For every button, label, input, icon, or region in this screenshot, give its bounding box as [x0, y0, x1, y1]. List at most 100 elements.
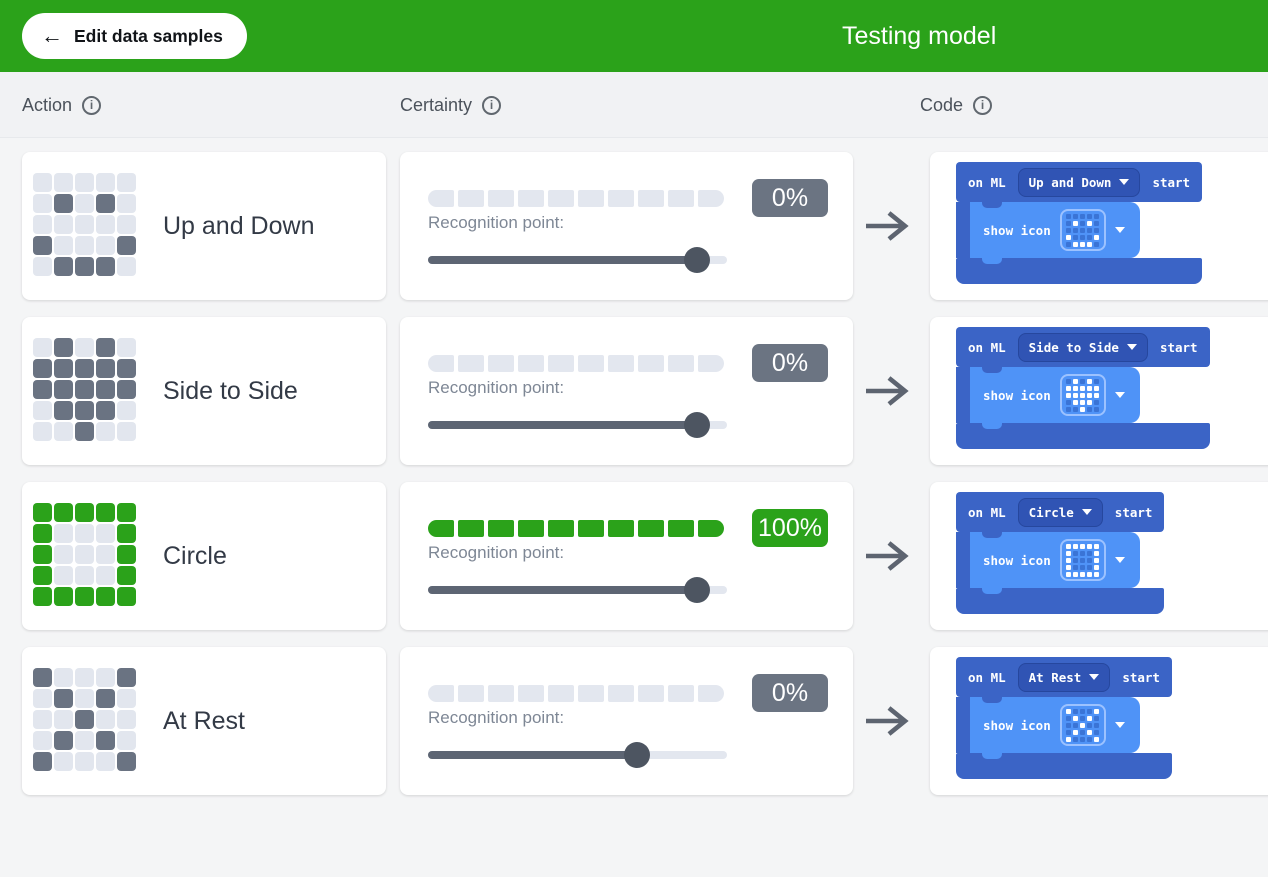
led-cell: [54, 731, 73, 750]
icon-field[interactable]: [1059, 374, 1106, 416]
show-icon-label: show icon: [983, 222, 1051, 238]
info-icon[interactable]: i: [973, 95, 993, 115]
arrow-right-icon: [866, 541, 909, 571]
icon-dot: [1073, 715, 1079, 721]
icon-preview-grid: [1066, 378, 1100, 412]
icon-field[interactable]: [1059, 539, 1106, 581]
action-dropdown[interactable]: Up and Down: [1017, 167, 1141, 197]
icon-dot: [1073, 571, 1079, 577]
icon-field[interactable]: [1059, 704, 1106, 746]
icon-dot: [1066, 220, 1072, 226]
icon-dot: [1073, 234, 1079, 240]
on-ml-start-block[interactable]: on ML Up and Down start: [956, 162, 1203, 202]
on-ml-start-block[interactable]: on ML At Rest start: [956, 657, 1172, 697]
icon-dot: [1094, 399, 1100, 405]
chevron-down-icon: [1114, 722, 1125, 728]
meter-segment: [668, 355, 694, 372]
icon-dot: [1073, 227, 1079, 233]
led-cell: [33, 545, 52, 564]
recognition-point-slider[interactable]: [428, 577, 727, 603]
led-cell: [54, 215, 73, 234]
action-name: At Rest: [163, 706, 245, 735]
slider-thumb[interactable]: [684, 577, 711, 603]
slider-thumb[interactable]: [624, 742, 651, 768]
led-cell: [117, 545, 136, 564]
meter-segment: [668, 685, 694, 702]
icon-dot: [1094, 227, 1100, 233]
icon-dot: [1073, 729, 1079, 735]
icon-dot: [1066, 557, 1072, 563]
on-ml-start-block[interactable]: on ML Circle start: [956, 492, 1165, 532]
info-icon[interactable]: i: [82, 95, 102, 115]
slider-thumb[interactable]: [684, 247, 711, 273]
slider-thumb[interactable]: [684, 412, 711, 438]
certainty-card: 0% Recognition point:: [400, 647, 853, 795]
icon-dot: [1066, 729, 1072, 735]
led-cell: [54, 338, 73, 357]
action-row: At Rest 0% Recognition point: on ML At R…: [0, 647, 1268, 795]
meter-segment: [488, 520, 514, 537]
led-cell: [75, 503, 94, 522]
code-block[interactable]: on ML Up and Down start show icon: [956, 162, 1203, 284]
led-cell: [54, 173, 73, 192]
icon-dot: [1094, 543, 1100, 549]
led-cell: [75, 668, 94, 687]
icon-dot: [1066, 736, 1072, 742]
action-name: Up and Down: [163, 211, 315, 240]
meter-segment: [578, 685, 604, 702]
icon-dot: [1087, 722, 1093, 728]
icon-dot: [1080, 729, 1086, 735]
recognition-point-slider[interactable]: [428, 412, 727, 438]
meter-segment: [548, 355, 574, 372]
show-icon-block[interactable]: show icon: [970, 367, 1140, 429]
icon-field[interactable]: [1059, 209, 1106, 251]
info-icon[interactable]: i: [482, 95, 502, 115]
show-icon-block[interactable]: show icon: [970, 202, 1140, 264]
edit-data-samples-button[interactable]: ← Edit data samples: [22, 13, 247, 59]
icon-dot: [1073, 564, 1079, 570]
meter-segment: [518, 190, 544, 207]
action-dropdown[interactable]: At Rest: [1017, 662, 1111, 692]
recognition-point-slider[interactable]: [428, 742, 727, 768]
code-block[interactable]: on ML At Rest start show icon: [956, 657, 1172, 779]
led-cell: [54, 401, 73, 420]
recognition-point-label: Recognition point:: [428, 708, 565, 727]
action-dropdown[interactable]: Side to Side: [1017, 332, 1148, 362]
recognition-point-slider[interactable]: [428, 247, 727, 273]
icon-dot: [1094, 406, 1100, 412]
icon-dot: [1066, 234, 1072, 240]
meter-segment: [578, 190, 604, 207]
show-icon-block[interactable]: show icon: [970, 697, 1140, 759]
icon-dot: [1073, 736, 1079, 742]
icon-dot: [1073, 722, 1079, 728]
code-block[interactable]: on ML Circle start show icon: [956, 492, 1165, 614]
on-ml-start-block[interactable]: on ML Side to Side start: [956, 327, 1210, 367]
meter-segment: [698, 355, 724, 372]
code-block[interactable]: on ML Side to Side start show icon: [956, 327, 1210, 449]
icon-dot: [1073, 378, 1079, 384]
meter-segment: [458, 685, 484, 702]
icon-dot: [1094, 550, 1100, 556]
led-cell: [117, 752, 136, 771]
meter-segment: [698, 520, 724, 537]
led-cell: [54, 752, 73, 771]
show-icon-block[interactable]: show icon: [970, 532, 1140, 594]
icon-dot: [1080, 227, 1086, 233]
slider-fill: [428, 421, 698, 429]
led-cell: [96, 503, 115, 522]
certainty-badge: 100%: [752, 509, 828, 547]
icon-dot: [1094, 715, 1100, 721]
led-cell: [54, 668, 73, 687]
icon-dot: [1080, 736, 1086, 742]
icon-dot: [1087, 241, 1093, 247]
icon-dot: [1087, 234, 1093, 240]
action-dropdown[interactable]: Circle: [1017, 497, 1103, 527]
icon-dot: [1066, 571, 1072, 577]
led-cell: [75, 566, 94, 585]
icon-dot: [1080, 399, 1086, 405]
led-cell: [33, 257, 52, 276]
icon-dot: [1094, 241, 1100, 247]
icon-dot: [1080, 385, 1086, 391]
icon-dot: [1087, 392, 1093, 398]
led-cell: [75, 689, 94, 708]
